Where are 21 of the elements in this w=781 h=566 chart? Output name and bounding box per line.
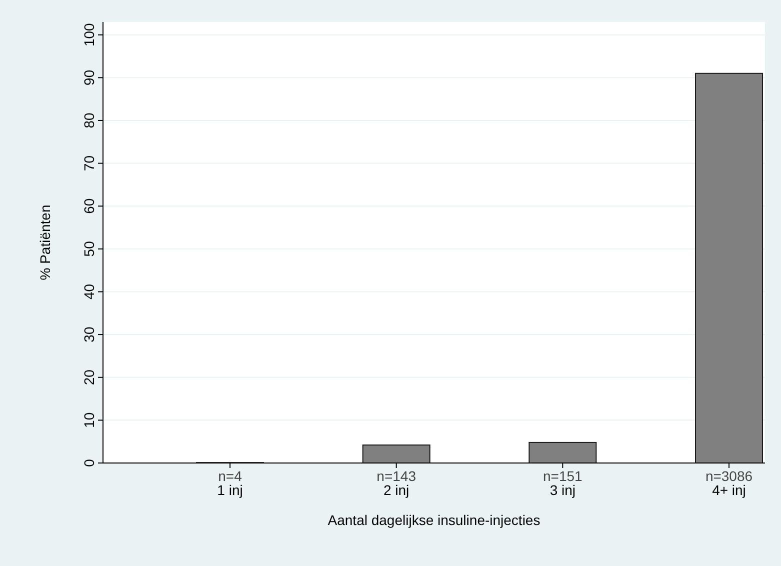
text: n=4 [218, 468, 242, 484]
x-axis-title: Aantal dagelijkse insuline-injecties [328, 512, 540, 528]
text: n=143 [376, 468, 416, 484]
y-tick-label: 0 [81, 458, 97, 467]
x-tick-label: 1 inj [217, 482, 243, 498]
y-tick-label: 10 [81, 412, 97, 428]
x-tick-label: 4+ inj [712, 482, 746, 498]
x-tick-label: 3 inj [550, 482, 576, 498]
y-tick-label: 20 [81, 369, 97, 386]
y-tick-label: 70 [81, 155, 97, 172]
y-tick-label: 60 [81, 198, 97, 214]
y-tick-label: 30 [81, 326, 97, 342]
y-tick-label: 80 [81, 112, 97, 128]
y-tick-label: 50 [81, 240, 97, 257]
y-tick-label: 40 [81, 284, 97, 300]
text: n=151 [543, 468, 583, 484]
y-tick-label: 100 [81, 22, 97, 47]
text: n=3086 [705, 468, 753, 484]
y-axis-title: % Patiënten [37, 204, 53, 280]
y-tick-label: 90 [81, 70, 97, 86]
x-tick-label: 2 inj [383, 482, 410, 498]
